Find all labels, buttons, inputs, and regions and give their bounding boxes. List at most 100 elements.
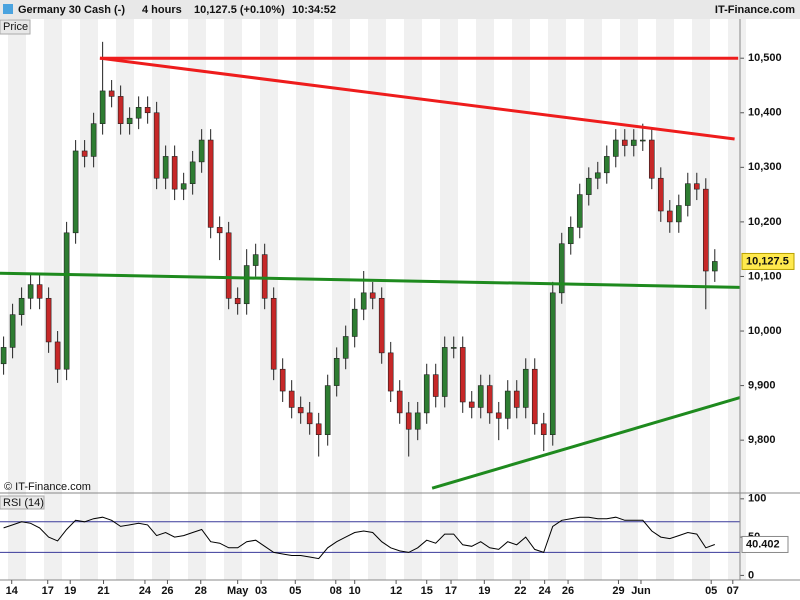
- candle-body: [108, 90, 115, 97]
- stripe: [728, 19, 746, 580]
- last-value-box: [741, 535, 789, 553]
- y-tick-label: 10,200: [748, 216, 782, 228]
- candle-body: [99, 90, 106, 124]
- candle-body: [540, 423, 547, 436]
- x-tick-label: 28: [195, 585, 207, 597]
- candle-body: [567, 227, 574, 245]
- x-tick-label: 14: [6, 585, 19, 597]
- stripe: [656, 19, 674, 580]
- last-price-label: 10,127.5: [746, 255, 789, 267]
- header-bar: [0, 0, 800, 19]
- y-tick-label: 100: [748, 493, 766, 505]
- trend-line: [431, 396, 741, 490]
- candle-body: [306, 412, 313, 425]
- candle-body: [45, 297, 52, 343]
- candle-body: [369, 292, 376, 299]
- candle-body: [297, 407, 304, 414]
- stripe: [116, 19, 134, 580]
- candle-body: [243, 265, 250, 305]
- candle-body: [558, 243, 565, 294]
- candle-body: [315, 423, 322, 436]
- candle-body: [666, 210, 673, 223]
- candle-body: [702, 188, 709, 272]
- candle-body: [279, 368, 286, 392]
- x-tick-label: May: [227, 585, 249, 597]
- stripe: [620, 19, 638, 580]
- x-tick-label: 26: [562, 585, 574, 597]
- candle-body: [396, 390, 403, 414]
- candle-body: [414, 412, 421, 430]
- price-label: Price: [3, 21, 28, 33]
- candle-body: [72, 150, 79, 234]
- candle-body: [63, 232, 70, 370]
- candle-body: [36, 284, 43, 299]
- x-tick-label: 26: [161, 585, 173, 597]
- x-tick-label: 22: [514, 585, 526, 597]
- y-tick-label: 10,100: [748, 270, 782, 282]
- stripe: [404, 19, 422, 580]
- candle-body: [378, 297, 385, 354]
- x-tick-label: 05: [289, 585, 301, 597]
- candle-body: [9, 314, 16, 348]
- y-tick-label: 10,500: [748, 52, 782, 64]
- y-tick-label: 10,300: [748, 161, 782, 173]
- x-tick-label: 10: [349, 585, 361, 597]
- candle-body: [486, 385, 493, 414]
- candle-body: [630, 139, 637, 146]
- x-tick-label: 15: [421, 585, 433, 597]
- stripe: [368, 19, 386, 580]
- x-tick-label: 05: [705, 585, 717, 597]
- candle-body: [288, 390, 295, 408]
- candle-body: [90, 123, 97, 157]
- candle-body: [468, 401, 475, 408]
- candle-body: [324, 385, 331, 436]
- candle-body: [216, 227, 223, 234]
- candle-body: [198, 139, 205, 163]
- candle-body: [639, 139, 646, 142]
- candle-body: [270, 297, 277, 370]
- x-tick-label: 17: [42, 585, 54, 597]
- stripe: [440, 19, 458, 580]
- candle-body: [585, 177, 592, 195]
- y-tick-label: 0: [748, 569, 754, 581]
- stripe: [260, 19, 278, 580]
- candle-body: [711, 261, 718, 272]
- stripe: [476, 19, 494, 580]
- candle-body: [189, 161, 196, 184]
- x-tick-label: 19: [478, 585, 490, 597]
- time: 10:34:52: [292, 4, 336, 16]
- candle-body: [207, 139, 214, 228]
- panel-tab: [0, 495, 45, 510]
- candle-body: [549, 292, 556, 436]
- candle-body: [360, 292, 367, 310]
- instrument: Germany 30 Cash (-): [18, 4, 125, 16]
- candle-body: [18, 297, 25, 315]
- candle-body: [162, 156, 169, 179]
- x-tick-label: 03: [255, 585, 267, 597]
- candle-body: [387, 352, 394, 392]
- y-tick-label: 9,800: [748, 434, 776, 446]
- candle-body: [612, 139, 619, 157]
- rsi-label: RSI (14): [3, 497, 44, 509]
- candle-body: [657, 177, 664, 212]
- candle-body: [423, 374, 430, 414]
- x-tick-label: 08: [330, 585, 342, 597]
- stripe: [44, 19, 62, 580]
- candle-body: [477, 385, 484, 408]
- candle-body: [459, 347, 466, 403]
- candle-body: [171, 156, 178, 190]
- brand: IT-Finance.com: [715, 4, 795, 16]
- y-tick-label: 10,400: [748, 107, 782, 119]
- candle-body: [261, 254, 268, 299]
- candle-body: [576, 194, 583, 228]
- candle-body: [54, 341, 61, 370]
- candle-body: [603, 156, 610, 174]
- watermark: © IT-Finance.com: [4, 481, 91, 493]
- stripe: [224, 19, 242, 580]
- stripe: [188, 19, 206, 580]
- stripe: [332, 19, 350, 580]
- candle-body: [81, 150, 88, 157]
- candle-body: [441, 347, 448, 397]
- stripe: [512, 19, 530, 580]
